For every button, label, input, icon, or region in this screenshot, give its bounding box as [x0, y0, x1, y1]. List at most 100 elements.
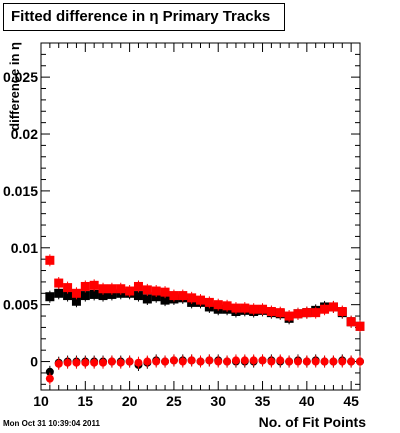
data-point-circle [249, 356, 258, 365]
data-point-square [98, 284, 108, 294]
data-point-square [196, 295, 205, 305]
data-point-square [116, 284, 126, 294]
data-point-square [169, 291, 179, 301]
data-point-circle [267, 357, 276, 366]
data-point-circle [81, 358, 90, 367]
data-point-circle [258, 356, 267, 365]
data-point-circle [45, 374, 54, 383]
y-tick-label: 0.015 [3, 183, 38, 199]
data-point-square [178, 291, 188, 301]
data-point-square [293, 309, 303, 319]
data-point-square [45, 255, 55, 265]
data-point-circle [240, 356, 249, 365]
data-point-square [160, 287, 170, 297]
data-point-square [80, 281, 90, 291]
data-point-circle [214, 357, 223, 366]
data-point-circle [329, 357, 338, 366]
data-point-square [160, 295, 170, 305]
data-point-square [133, 291, 143, 301]
data-point-square [337, 306, 347, 316]
data-point-square [222, 301, 232, 311]
x-tick-label: 25 [166, 393, 182, 409]
x-tick-label: 30 [210, 393, 226, 409]
data-point-square [249, 304, 259, 314]
y-tick-label: 0 [30, 354, 38, 370]
x-tick-label: 45 [343, 393, 359, 409]
data-point-square [302, 308, 312, 318]
data-point-circle [196, 357, 205, 366]
chart-title: Fitted difference in η Primary Tracks [11, 8, 271, 25]
data-point-square [151, 286, 161, 296]
data-point-square [45, 292, 55, 302]
data-point-square [54, 278, 64, 288]
data-point-square [240, 303, 250, 313]
data-point-square [284, 311, 294, 321]
data-point-circle [223, 357, 232, 366]
x-tick-label: 15 [78, 393, 94, 409]
y-axis-label: difference in η [7, 42, 22, 131]
x-tick-label: 40 [299, 393, 315, 409]
data-point-circle [347, 357, 356, 366]
data-point-square [89, 280, 99, 290]
data-point-circle [293, 357, 302, 366]
data-point-square [320, 304, 330, 314]
y-tick-label: 0.01 [11, 240, 38, 256]
data-point-circle [125, 357, 134, 366]
chart-title-box: Fitted difference in η Primary Tracks [3, 3, 285, 31]
data-point-circle [54, 359, 63, 368]
data-point-circle [107, 357, 116, 366]
data-point-square [54, 288, 64, 298]
data-point-circle [231, 356, 240, 365]
x-axis-label: No. of Fit Points [259, 414, 367, 430]
data-point-circle [152, 357, 161, 366]
data-point-circle [63, 358, 72, 367]
data-point-circle [45, 367, 54, 376]
data-point-circle [276, 356, 285, 365]
y-tick-label: 0.02 [11, 126, 38, 142]
data-point-circle [169, 356, 178, 365]
data-point-square [231, 303, 241, 313]
data-point-square [98, 291, 108, 301]
timestamp: Mon Oct 31 10:39:04 2011 [3, 419, 100, 428]
data-point-square [258, 304, 268, 314]
data-point-circle [302, 357, 311, 366]
data-point-circle [178, 357, 187, 366]
data-point-square [311, 308, 321, 318]
data-point-square [71, 296, 81, 306]
data-point-square [89, 289, 99, 299]
data-point-circle [116, 358, 125, 367]
data-point-square [187, 293, 197, 303]
data-point-circle [205, 356, 214, 365]
data-point-square [355, 321, 365, 331]
y-tick-label: 0.025 [3, 69, 38, 85]
axes: 10 15 20 25 30 35 40 45 0 0.005 0.01 0.015 0.02 0.025 [3, 42, 361, 409]
data-point-square [346, 317, 356, 327]
data-point-circle [285, 357, 294, 366]
x-tick-label: 35 [255, 393, 271, 409]
data-point-square [266, 306, 276, 316]
data-point-square [142, 294, 152, 304]
data-point-circle [356, 357, 364, 366]
data-point-circle [134, 358, 143, 367]
data-point-square [213, 300, 223, 310]
data-point-square [63, 283, 73, 293]
data-point-square [107, 284, 117, 294]
data-point-square [80, 291, 90, 301]
data-point-circle [311, 357, 320, 366]
x-tick-label: 20 [122, 393, 138, 409]
data-point-circle [187, 356, 196, 365]
data-point-circle [161, 357, 170, 366]
data-point-square [133, 281, 143, 291]
data-point-square [63, 291, 73, 301]
data-point-square [71, 288, 81, 298]
x-tick-label: 10 [33, 393, 49, 409]
data-point-square [142, 285, 152, 295]
data-point-circle [72, 358, 81, 367]
data-point-circle [90, 358, 99, 367]
plot-frame [40, 42, 361, 391]
data-point-square [328, 302, 338, 312]
data-point-circle [338, 357, 347, 366]
data-point-circle [143, 357, 152, 366]
data-marks [45, 254, 365, 385]
